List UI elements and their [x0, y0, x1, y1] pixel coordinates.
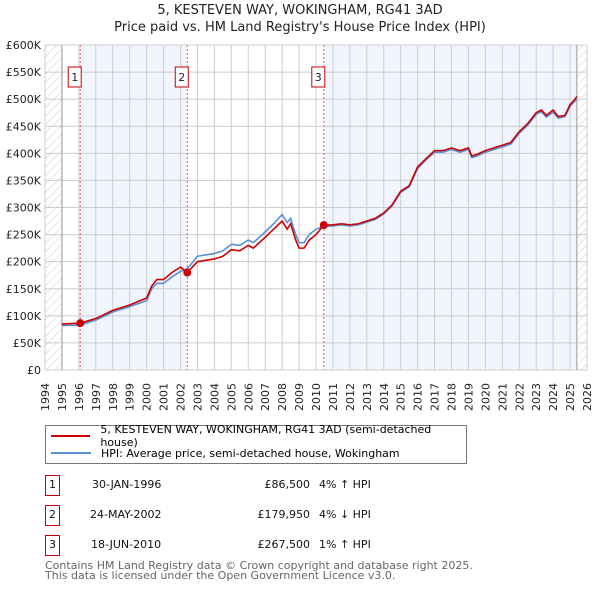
sale-date: 18-JUN-2010 — [91, 538, 162, 551]
x-tick-label: 2000 — [141, 383, 154, 411]
footer-copyright: Contains HM Land Registry data © Crown c… — [45, 559, 473, 572]
y-tick-label: £450K — [6, 120, 42, 133]
x-tick-label: 2019 — [462, 383, 475, 411]
sale-row: 2 24-MAY-2002 £179,950 4% ↓ HPI — [45, 505, 485, 526]
sale-label: 2 — [178, 71, 185, 84]
x-tick-label: 1999 — [124, 383, 137, 411]
x-tick-label: 2006 — [242, 383, 255, 411]
x-tick-label: 2026 — [581, 383, 594, 411]
legend-item-property: 5, KESTEVEN WAY, WOKINGHAM, RG41 3AD (se… — [51, 423, 466, 449]
y-tick-label: £400K — [6, 147, 42, 160]
sale-price: £267,500 — [257, 538, 311, 551]
x-tick-label: 1994 — [39, 383, 52, 411]
sale-row: 1 30-JAN-1996 £86,500 4% ↑ HPI — [45, 475, 485, 496]
x-tick-label: 2004 — [208, 383, 221, 411]
plot-area: 1994 1995 1996 1997 1998 1999 2000 2001 2002 2003… — [6, 39, 594, 411]
legend-item-hpi: HPI: Average price, semi-detached house,… — [51, 445, 400, 461]
legend-swatch — [51, 435, 91, 437]
sale-row: 3 18-JUN-2010 £267,500 1% ↑ HPI — [45, 535, 485, 556]
y-tick-label: £250K — [6, 229, 42, 242]
x-tick-label: 2023 — [530, 383, 543, 411]
sale-hpi-diff: 4% ↑ HPI — [319, 478, 371, 491]
y-tick-label: £150K — [6, 283, 42, 296]
x-tick-label: 2003 — [191, 383, 204, 411]
sale-marker-badge: 2 — [45, 505, 60, 526]
x-tick-label: 2024 — [547, 383, 560, 411]
x-tick-label: 2020 — [479, 383, 492, 411]
x-tick-label: 2014 — [378, 383, 391, 411]
x-tick-label: 2009 — [293, 383, 306, 411]
x-tick-label: 2016 — [412, 383, 425, 411]
sale-hpi-diff: 4% ↓ HPI — [319, 508, 371, 521]
chart-title: 5, KESTEVEN WAY, WOKINGHAM, RG41 3AD — [157, 3, 443, 18]
x-tick-label: 2015 — [395, 383, 408, 411]
y-tick-label: £200K — [6, 256, 42, 269]
sale-label-box — [311, 66, 326, 88]
y-tick-label: £550K — [6, 66, 42, 79]
sale-price: £179,950 — [257, 508, 311, 521]
sale-marker-badge: 3 — [45, 535, 60, 556]
sale-hpi-diff: 1% ↑ HPI — [319, 538, 371, 551]
chart-subtitle: Price paid vs. HM Land Registry's House … — [114, 20, 486, 35]
sale-date: 30-JAN-1996 — [92, 478, 162, 491]
x-tick-label: 1995 — [56, 383, 69, 411]
sale-date: 24-MAY-2002 — [90, 508, 162, 521]
x-tick-label: 2012 — [344, 383, 357, 411]
x-tick-label: 2007 — [259, 383, 272, 411]
x-tick-label: 2021 — [496, 383, 509, 411]
x-tick-label: 1996 — [73, 383, 86, 411]
x-tick-label: 2017 — [429, 383, 442, 411]
footer-licence: This data is licensed under the Open Gov… — [45, 569, 396, 582]
sale-label: 3 — [315, 71, 322, 84]
x-tick-label: 2005 — [225, 383, 238, 411]
y-tick-label: £100K — [6, 310, 42, 323]
y-tick-label: £50K — [13, 337, 42, 350]
x-tick-label: 2025 — [564, 383, 577, 411]
y-tick-label: £500K — [6, 93, 42, 106]
legend: 5, KESTEVEN WAY, WOKINGHAM, RG41 3AD (se… — [45, 423, 467, 464]
legend-swatch — [51, 452, 91, 454]
x-tick-label: 2002 — [175, 383, 188, 411]
x-tick-label: 2001 — [158, 383, 171, 411]
x-tick-label: 1998 — [107, 383, 120, 411]
legend-label: 5, KESTEVEN WAY, WOKINGHAM, RG41 3AD (se… — [100, 423, 432, 449]
sale-point — [319, 221, 328, 230]
legend-label: HPI: Average price, semi-detached house,… — [101, 446, 400, 460]
x-tick-label: 2010 — [310, 383, 323, 411]
y-tick-label: £350K — [6, 174, 42, 187]
x-tick-label: 1997 — [90, 383, 103, 411]
x-tick-label: 2022 — [513, 383, 526, 411]
sale-label-box — [67, 66, 82, 88]
sale-marker-badge: 1 — [45, 475, 60, 496]
x-tick-label: 2018 — [446, 383, 459, 411]
y-tick-label: £600K — [6, 39, 42, 52]
x-tick-label: 2013 — [361, 383, 374, 411]
y-tick-label: £300K — [6, 202, 42, 215]
x-tick-label: 2008 — [276, 383, 289, 411]
x-tick-label: 2011 — [327, 383, 340, 411]
sale-point — [183, 268, 192, 277]
sale-point — [76, 319, 85, 328]
sale-label: 1 — [71, 71, 78, 84]
price-paid-line — [61, 96, 578, 325]
sale-price: £86,500 — [264, 478, 311, 491]
sale-label-box — [174, 66, 189, 88]
y-tick-label: £0 — [27, 364, 41, 377]
